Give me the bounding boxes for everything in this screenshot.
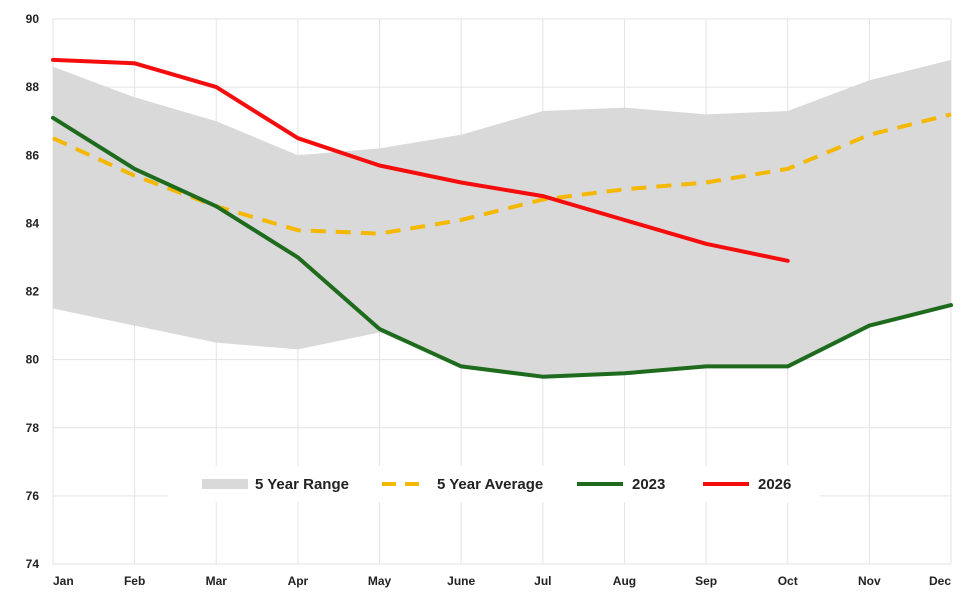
legend-item-2023: 2023: [577, 476, 665, 493]
x-tick-label-apr: Apr: [288, 574, 309, 588]
series-line-2026: [51, 57, 790, 263]
legend: 5 Year Range 5 Year Average 2023 2026: [168, 466, 820, 502]
y-tick-label-76: 76: [26, 489, 40, 503]
x-tick-label-sep: Sep: [695, 574, 717, 588]
x-tick-label-mar: Mar: [206, 574, 228, 588]
legend-item-2026: 2026: [703, 476, 791, 493]
y-tick-label-84: 84: [26, 216, 40, 230]
series-lines-layer: [51, 57, 953, 379]
y-tick-label-88: 88: [26, 80, 40, 94]
series-area-5-year-range: [53, 59, 951, 377]
x-tick-label-may: May: [368, 574, 392, 588]
x-tick-label-nov: Nov: [858, 574, 881, 588]
x-tick-label-jul: Jul: [534, 574, 551, 588]
legend-item-5-year-range: 5 Year Range: [202, 476, 349, 493]
y-tick-label-80: 80: [26, 353, 40, 367]
y-tick-label-78: 78: [26, 421, 40, 435]
legend-item-5-year-average: 5 Year Average: [382, 476, 543, 493]
legend-label-5-year-average: 5 Year Average: [437, 476, 543, 493]
x-tick-label-feb: Feb: [124, 574, 145, 588]
x-axis-tick-labels: Jan Feb Mar Apr May June Jul Aug Sep Oct Nov Dec: [53, 574, 951, 588]
y-tick-label-90: 90: [26, 12, 40, 26]
x-tick-label-june: June: [447, 574, 475, 588]
legend-swatch-5-year-range: [202, 479, 248, 489]
x-tick-label-jan: Jan: [53, 574, 74, 588]
y-tick-label-82: 82: [26, 285, 40, 299]
y-tick-label-86: 86: [26, 148, 40, 162]
x-tick-label-dec: Dec: [929, 574, 951, 588]
y-tick-label-74: 74: [26, 557, 40, 571]
series-line-2023: [51, 115, 953, 379]
legend-label-2026: 2026: [758, 476, 791, 493]
x-tick-label-oct: Oct: [778, 574, 798, 588]
legend-label-5-year-range: 5 Year Range: [255, 476, 349, 493]
legend-label-2023: 2023: [632, 476, 665, 493]
range-area-layer: [53, 59, 951, 377]
y-axis-tick-labels: 74 76 78 80 82 84 86 88 90: [26, 12, 40, 571]
x-tick-label-aug: Aug: [613, 574, 636, 588]
